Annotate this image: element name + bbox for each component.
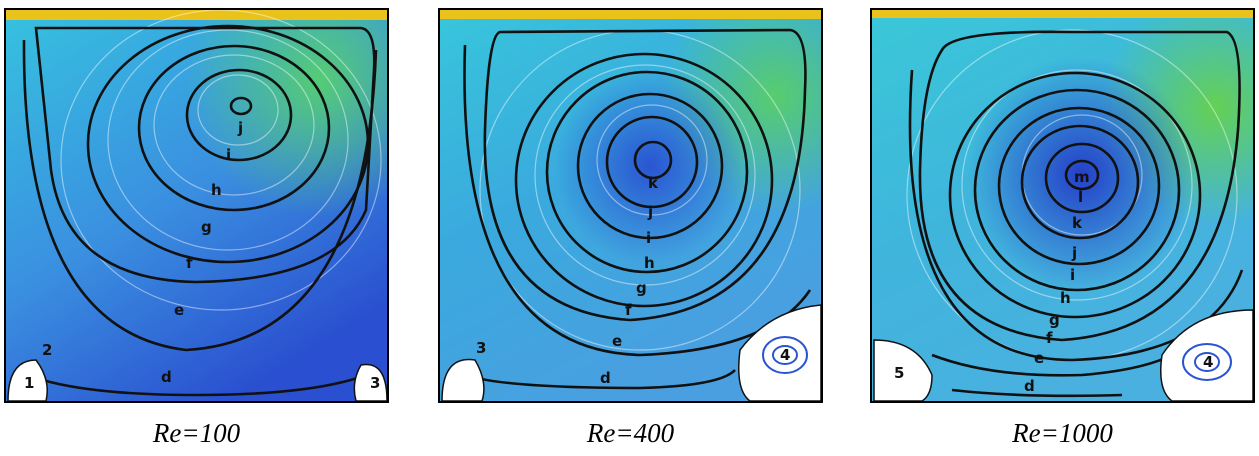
contour-k — [633, 140, 673, 180]
label-h: h — [1060, 289, 1071, 307]
moving-lid — [440, 10, 821, 19]
contour-l — [1044, 142, 1120, 214]
contour-i — [185, 68, 293, 162]
label-f: f — [1046, 329, 1053, 347]
contour-i — [576, 92, 724, 240]
label-k: k — [648, 174, 659, 192]
label-3: 3 — [476, 339, 486, 357]
contour-h — [948, 71, 1202, 319]
panel-re-1000: m l k j i h g f e d 5 4 — [870, 8, 1255, 403]
label-h: h — [211, 181, 222, 199]
contour-j — [605, 115, 699, 209]
moving-lid — [6, 10, 387, 20]
label-i: i — [646, 229, 651, 247]
contour-h — [545, 70, 749, 274]
caption-re-1000: Re=1000 — [1012, 418, 1113, 448]
contour-f — [34, 26, 376, 284]
label-g: g — [201, 218, 212, 236]
label-1: 1 — [24, 374, 34, 392]
contour-m — [1064, 159, 1100, 191]
contour-g — [514, 52, 774, 308]
caption-re-400: Re=400 — [586, 418, 675, 448]
label-g: g — [636, 279, 647, 297]
contour-d — [951, 388, 1123, 398]
label-f: f — [186, 254, 193, 272]
streamline-plot: k j i h g f e d 3 4 — [440, 10, 821, 401]
label-2: 2 — [42, 341, 52, 359]
contour-j — [997, 106, 1161, 266]
label-i: i — [226, 146, 231, 164]
label-5: 5 — [894, 364, 904, 382]
contour-e — [22, 39, 378, 352]
contour-i — [973, 88, 1181, 292]
label-4: 4 — [780, 346, 790, 364]
contour-d — [15, 368, 379, 397]
streamline-plot: m l k j i h g f e d 5 4 — [872, 10, 1253, 401]
label-g: g — [1049, 311, 1060, 329]
label-f: f — [625, 301, 632, 319]
label-4: 4 — [1203, 353, 1213, 371]
moving-lid — [872, 10, 1253, 18]
corner-vortex-right — [353, 363, 387, 401]
label-d: d — [600, 369, 611, 387]
panel-re-100: j i h g f e d 2 1 3 — [4, 8, 389, 403]
streamline-plot: j i h g f e d 2 1 3 — [6, 10, 387, 401]
label-e: e — [174, 301, 184, 319]
caption-re-100: Re=100 — [152, 418, 241, 448]
contour-g — [918, 30, 1241, 342]
label-j: j — [647, 203, 653, 221]
contour-k — [1020, 124, 1140, 240]
label-h: h — [644, 254, 655, 272]
label-i: i — [1070, 266, 1075, 284]
corner-vortex-right — [1160, 309, 1253, 401]
corner-vortex-right — [738, 304, 821, 401]
contour-j — [229, 96, 253, 116]
label-3: 3 — [370, 374, 380, 392]
label-k: k — [1072, 214, 1083, 232]
corner-vortex-left — [441, 358, 485, 401]
corner-vortex-left — [7, 359, 48, 401]
contour-h — [137, 44, 331, 212]
label-j: j — [1071, 244, 1077, 262]
label-d: d — [1024, 377, 1035, 395]
contour-f — [483, 28, 807, 322]
corner-vortex-left — [873, 339, 933, 401]
contour-e — [931, 353, 1173, 377]
label-d: d — [161, 368, 172, 386]
label-e: e — [1034, 349, 1044, 367]
panel-re-400: k j i h g f e d 3 4 — [438, 8, 823, 403]
label-m: m — [1074, 168, 1090, 186]
label-l: l — [1078, 188, 1083, 206]
label-e: e — [612, 332, 622, 350]
label-j: j — [237, 119, 243, 137]
